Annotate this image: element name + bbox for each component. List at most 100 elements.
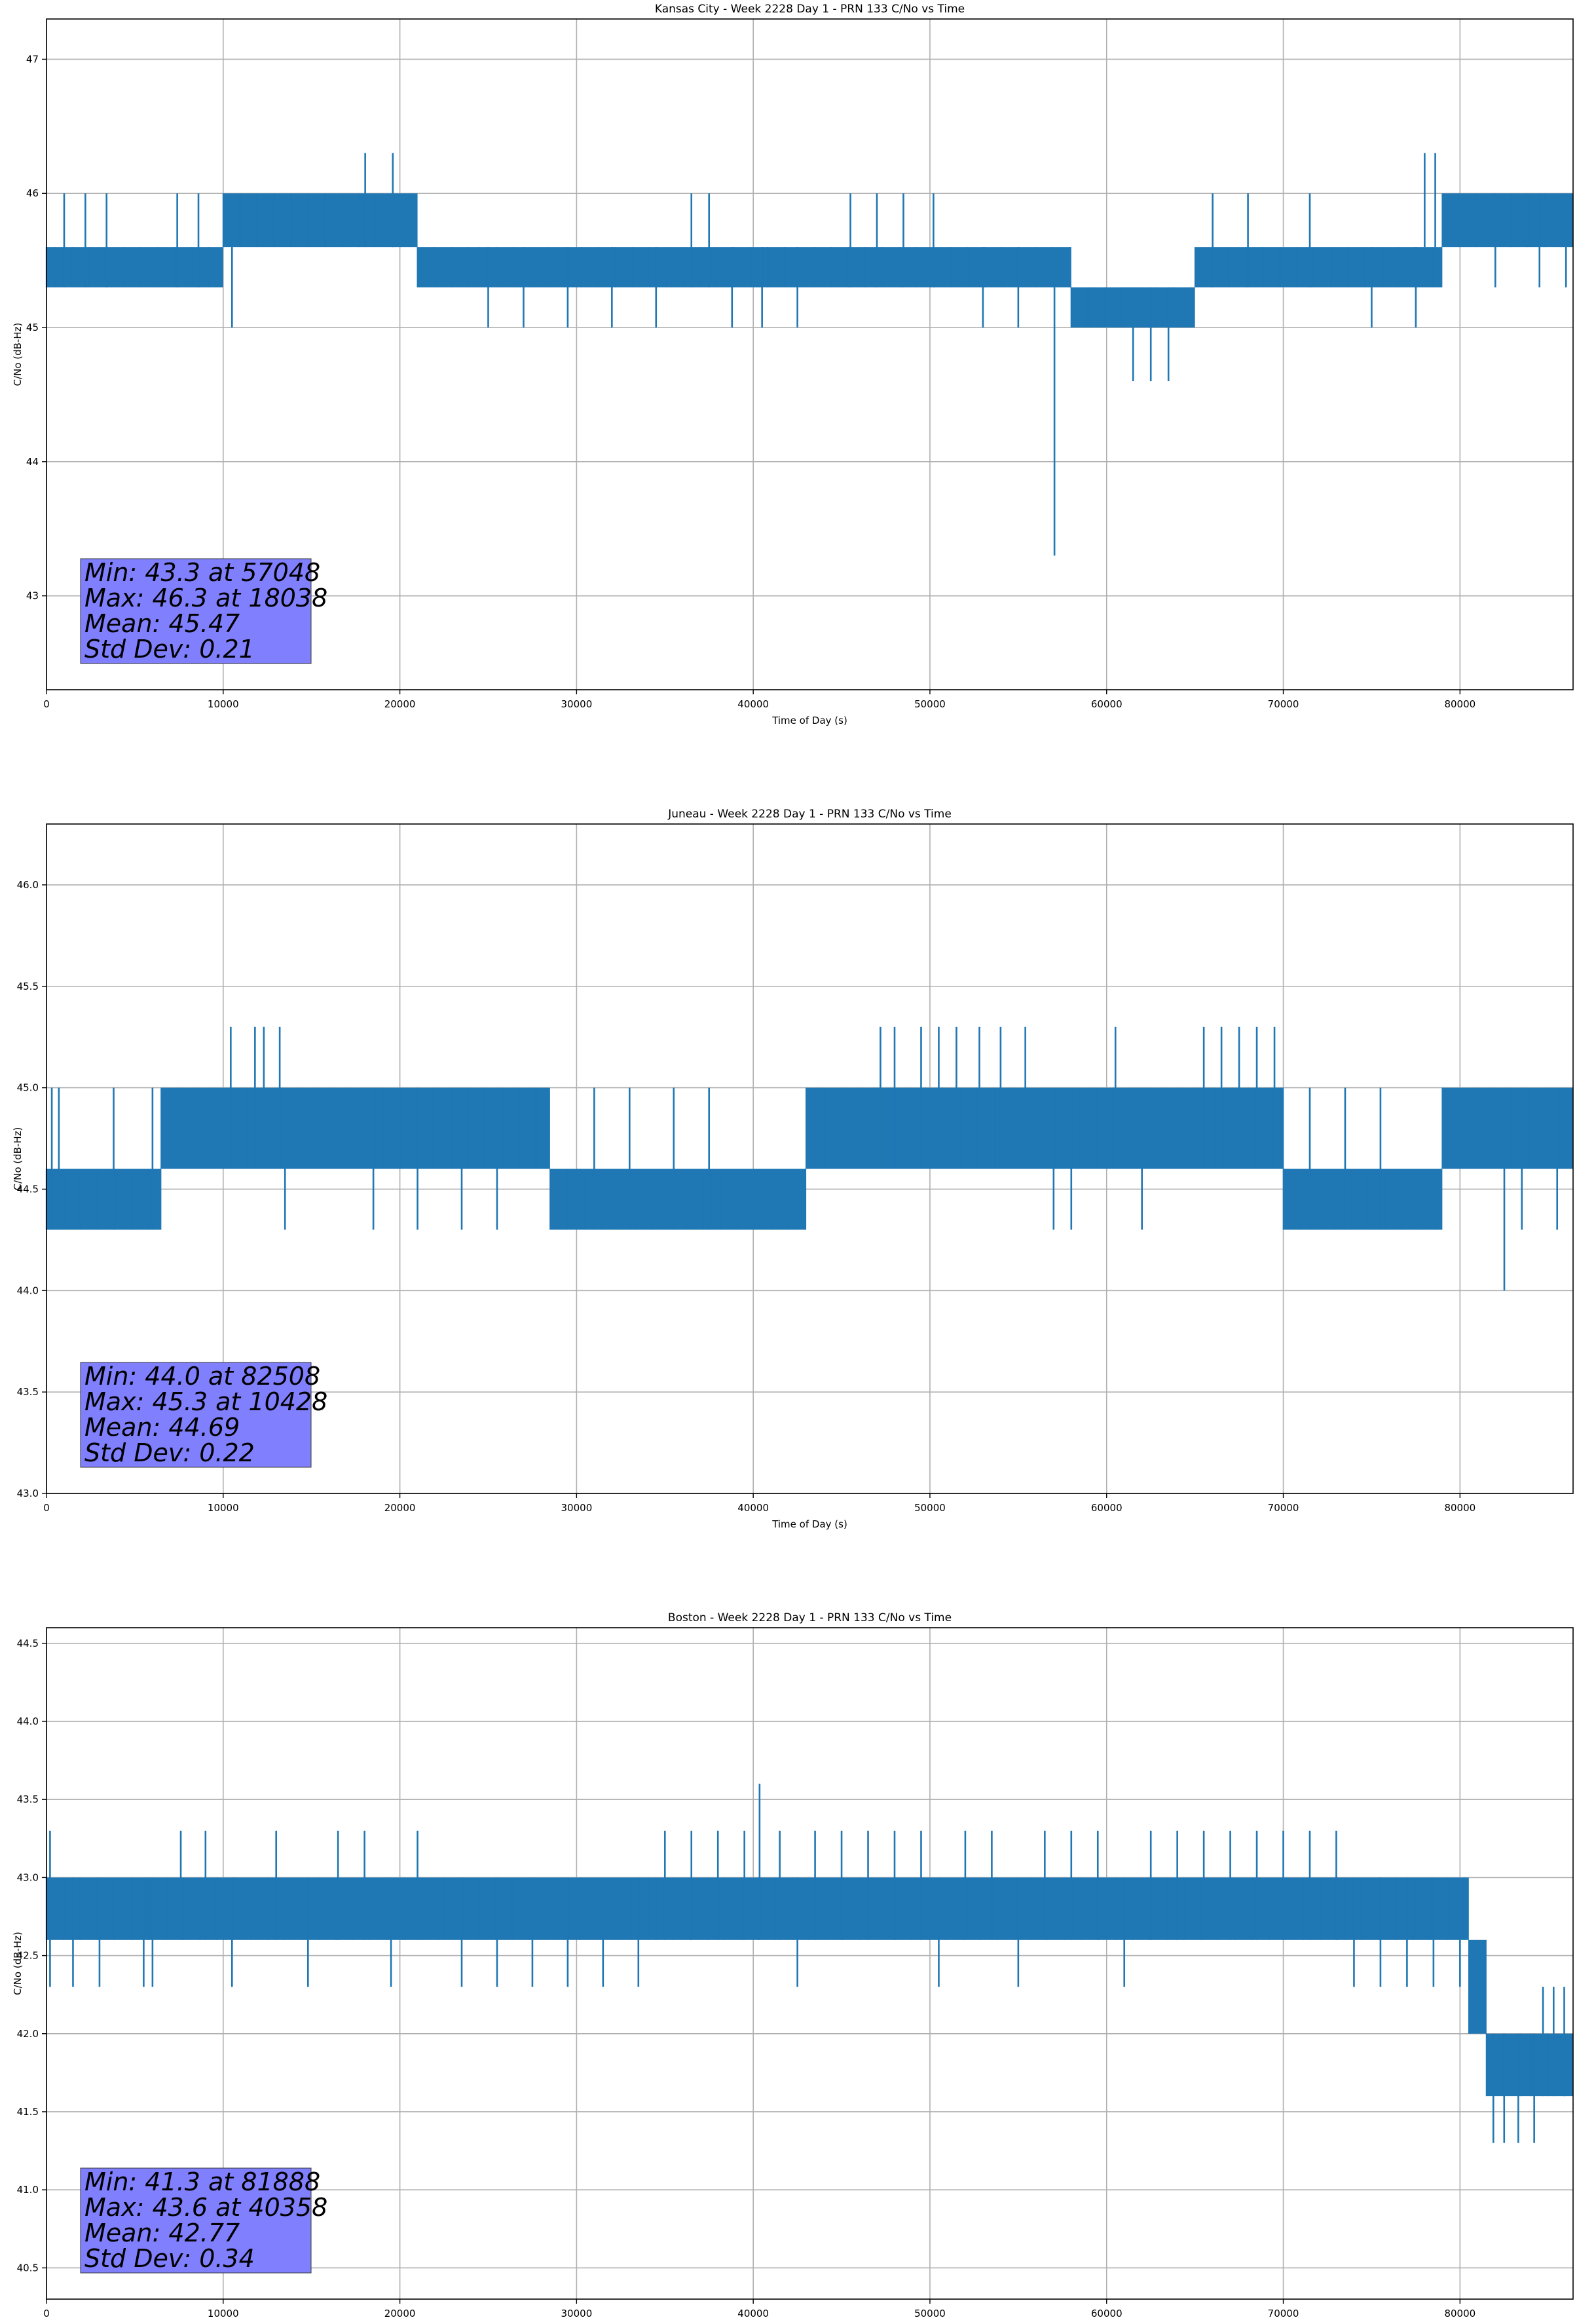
x-tick-label: 30000 [561, 1502, 593, 1514]
x-tick-label: 0 [43, 1502, 50, 1514]
y-axis-label: C/No (dB-Hz) [12, 323, 24, 386]
data-band [223, 193, 418, 248]
x-tick-label: 60000 [1091, 1502, 1122, 1514]
data-band [46, 1877, 445, 1940]
x-tick-label: 50000 [914, 1502, 946, 1514]
chart-title: Kansas City - Week 2228 Day 1 - PRN 133 … [655, 3, 965, 16]
y-tick-label: 44.5 [17, 1183, 39, 1195]
x-tick-label: 70000 [1268, 1502, 1299, 1514]
y-tick-label: 47 [26, 53, 39, 65]
x-tick-label: 20000 [384, 698, 416, 710]
data-band [549, 1169, 807, 1230]
data-band [444, 1877, 656, 1940]
x-axis-label: Time of Day (s) [771, 715, 847, 726]
y-tick-label: 45.0 [17, 1082, 39, 1094]
series-line [45, 1026, 1573, 1291]
stats-line: Mean: 45.47 [84, 609, 240, 638]
data-band [1442, 193, 1573, 248]
x-axis-label: Time of Day (s) [771, 1518, 847, 1530]
x-tick-label: 10000 [208, 2308, 239, 2319]
axes-frame [46, 1627, 1574, 2300]
data-band [46, 247, 56, 288]
axes-frame [46, 18, 1574, 690]
data-band [1442, 1087, 1573, 1169]
y-tick-label: 40.5 [17, 2262, 39, 2274]
y-tick-label: 43.5 [17, 1793, 39, 1805]
series-line [45, 1784, 1573, 2143]
stats-line: Max: 45.3 at 10428 [84, 1387, 327, 1416]
data-band [417, 247, 479, 288]
data-band [797, 247, 1071, 288]
x-tick-label: 70000 [1268, 698, 1299, 710]
x-tick-label: 50000 [914, 698, 946, 710]
y-axis-label: C/No (dB-Hz) [12, 1127, 24, 1191]
stats-box-background [80, 1362, 312, 1468]
x-tick-label: 30000 [561, 2308, 593, 2319]
data-band [1531, 2033, 1573, 2097]
y-tick-label: 46.0 [17, 879, 39, 891]
y-tick-label: 44.0 [17, 1715, 39, 1727]
y-axis-label: C/No (dB-Hz) [12, 1932, 24, 1995]
chart-panel-3: 0 10000 20000 30000 40000 50000 60000 70000 8000… [12, 1611, 1574, 2319]
stats-line: Min: 44.0 at 82508 [84, 1362, 320, 1391]
x-tick-label: 20000 [384, 2308, 416, 2319]
x-tick-label: 0 [43, 698, 50, 710]
x-tick-label: 50000 [914, 2308, 946, 2319]
y-tick-label: 43.0 [17, 1488, 39, 1499]
chart-panel-2: 0 10000 20000 30000 40000 50000 60000 70000 8000… [12, 808, 1574, 1530]
axes-frame [46, 823, 1574, 1494]
data-band [682, 247, 798, 288]
y-tick-label: 42.5 [17, 1950, 39, 1962]
stats-box-background [80, 2167, 312, 2274]
x-tick-label: 0 [43, 2308, 50, 2319]
stats-line: Min: 41.3 at 81888 [84, 2167, 320, 2196]
data-band [1283, 1169, 1443, 1230]
data-band [1195, 247, 1398, 288]
y-tick-label: 45 [26, 322, 39, 333]
stats-line: Max: 43.6 at 40358 [84, 2193, 327, 2222]
stats-line: Std Dev: 0.21 [84, 635, 255, 664]
x-tick-label: 60000 [1091, 698, 1122, 710]
y-tick-label: 46 [26, 187, 39, 199]
data-band [1398, 247, 1443, 288]
y-tick-label: 42.0 [17, 2028, 39, 2040]
series-line [45, 153, 1573, 556]
y-tick-label: 45.5 [17, 981, 39, 992]
stats-line: Mean: 44.69 [84, 1413, 240, 1442]
y-tick-label: 44.5 [17, 1638, 39, 1649]
x-tick-label: 40000 [737, 698, 769, 710]
stats-line: Std Dev: 0.22 [84, 1438, 255, 1467]
y-tick-label: 41.0 [17, 2184, 39, 2196]
chart-title: Boston - Week 2228 Day 1 - PRN 133 C/No … [668, 1611, 952, 1624]
y-tick-label: 43.0 [17, 1871, 39, 1883]
y-tick-label: 44.0 [17, 1284, 39, 1296]
x-tick-label: 60000 [1091, 2308, 1122, 2319]
y-tick-label: 44 [26, 456, 39, 468]
x-tick-label: 10000 [208, 698, 239, 710]
x-tick-label: 80000 [1444, 698, 1475, 710]
data-band [46, 1169, 162, 1230]
x-tick-label: 20000 [384, 1502, 416, 1514]
stats-line: Max: 46.3 at 18038 [84, 584, 327, 612]
x-tick-label: 40000 [737, 2308, 769, 2319]
chart-title: Juneau - Week 2228 Day 1 - PRN 133 C/No … [667, 808, 952, 821]
stats-line: Std Dev: 0.34 [84, 2244, 255, 2273]
stats-line: Mean: 42.77 [84, 2219, 240, 2247]
y-tick-label: 43.5 [17, 1386, 39, 1398]
data-band [55, 247, 223, 288]
stats-line: Min: 43.3 at 57048 [84, 558, 320, 587]
x-tick-label: 80000 [1444, 2308, 1475, 2319]
y-tick-label: 43 [26, 590, 39, 602]
y-tick-label: 41.5 [17, 2106, 39, 2118]
chart-panel-1: 0 10000 20000 30000 40000 50000 60000 70000 8000… [12, 3, 1574, 726]
x-tick-label: 10000 [208, 1502, 239, 1514]
x-tick-label: 70000 [1268, 2308, 1299, 2319]
x-tick-label: 80000 [1444, 1502, 1475, 1514]
stats-box-background [80, 558, 312, 664]
data-band [161, 1087, 550, 1169]
x-tick-label: 40000 [737, 1502, 769, 1514]
